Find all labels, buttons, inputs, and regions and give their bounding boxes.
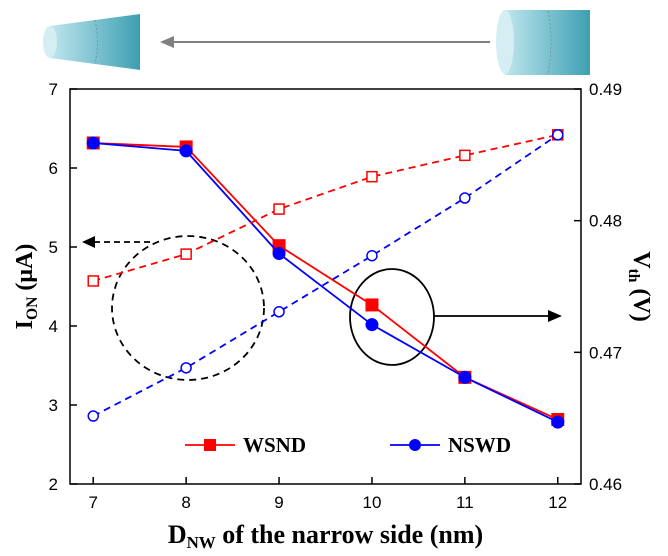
y2-axis-label: Vth (V) (625, 251, 654, 322)
series-marker (366, 170, 378, 183)
left-arrow-head (82, 236, 95, 248)
y-tick-label: 3 (49, 396, 58, 415)
series-marker (552, 129, 564, 141)
x-tick-label: 12 (548, 493, 567, 512)
right-arrow-head (548, 310, 562, 322)
y2-axis-label-rest: (V) (628, 282, 654, 321)
y-tick-label: 6 (49, 159, 58, 178)
y2-tick-label: 0.49 (589, 80, 622, 99)
series-line (92, 134, 559, 417)
x-tick-label: 8 (181, 493, 190, 512)
x-axis-label-sub: NW (187, 533, 216, 552)
series-marker (180, 362, 192, 374)
y-tick-label: 4 (49, 317, 58, 336)
legend-label: NSWD (448, 433, 511, 457)
series-marker (273, 306, 285, 318)
y-axis-label-sub: ON (24, 296, 41, 320)
y-tick-label: 5 (49, 238, 58, 257)
x-tick-label: 7 (88, 493, 97, 512)
x-tick-label: 10 (362, 493, 381, 512)
series-line (93, 142, 559, 421)
annotation-ellipse (349, 268, 435, 366)
legend-marker (409, 439, 421, 451)
x-tick-label: 9 (274, 493, 283, 512)
y2-axis-label-sub: th (625, 269, 642, 283)
series-marker (273, 203, 285, 215)
series-marker (366, 249, 378, 262)
y-axis-label-main: I (12, 320, 38, 329)
y2-axis-label-main: V (628, 251, 654, 269)
series-marker (551, 415, 565, 429)
series-marker (86, 136, 100, 150)
annotation-ellipse-dashed (111, 235, 265, 381)
legend-label: WSND (243, 433, 306, 457)
series-marker (458, 370, 472, 384)
series-marker (365, 298, 379, 312)
cylinder-right (496, 10, 590, 75)
cone-left (43, 14, 140, 70)
series-marker (272, 247, 286, 261)
y-axis-label-rest: (μA) (12, 244, 38, 297)
series-marker (365, 318, 379, 332)
series-marker (87, 410, 99, 422)
x-axis-label-rest: of the narrow side (nm) (216, 520, 483, 549)
plot-frame (69, 88, 582, 485)
top-arrow-head (160, 36, 174, 48)
y2-tick-label: 0.47 (589, 343, 622, 362)
series-marker (179, 144, 193, 158)
series-line (93, 142, 559, 423)
series-marker (459, 192, 471, 204)
legend-marker (204, 439, 216, 451)
y2-tick-label: 0.46 (589, 475, 622, 494)
series-marker (180, 248, 192, 260)
y-axis-label: ION (μA) (12, 244, 41, 330)
y2-tick-label: 0.48 (589, 212, 622, 231)
series-marker (87, 275, 99, 287)
y-tick-label: 7 (49, 80, 58, 99)
y-tick-label: 2 (49, 475, 58, 494)
x-axis-label: DNW of the narrow side (nm) (168, 520, 483, 552)
series-line (92, 133, 558, 282)
x-tick-label: 11 (456, 493, 474, 512)
series-marker (459, 149, 471, 162)
x-axis-label-main: D (168, 520, 187, 549)
